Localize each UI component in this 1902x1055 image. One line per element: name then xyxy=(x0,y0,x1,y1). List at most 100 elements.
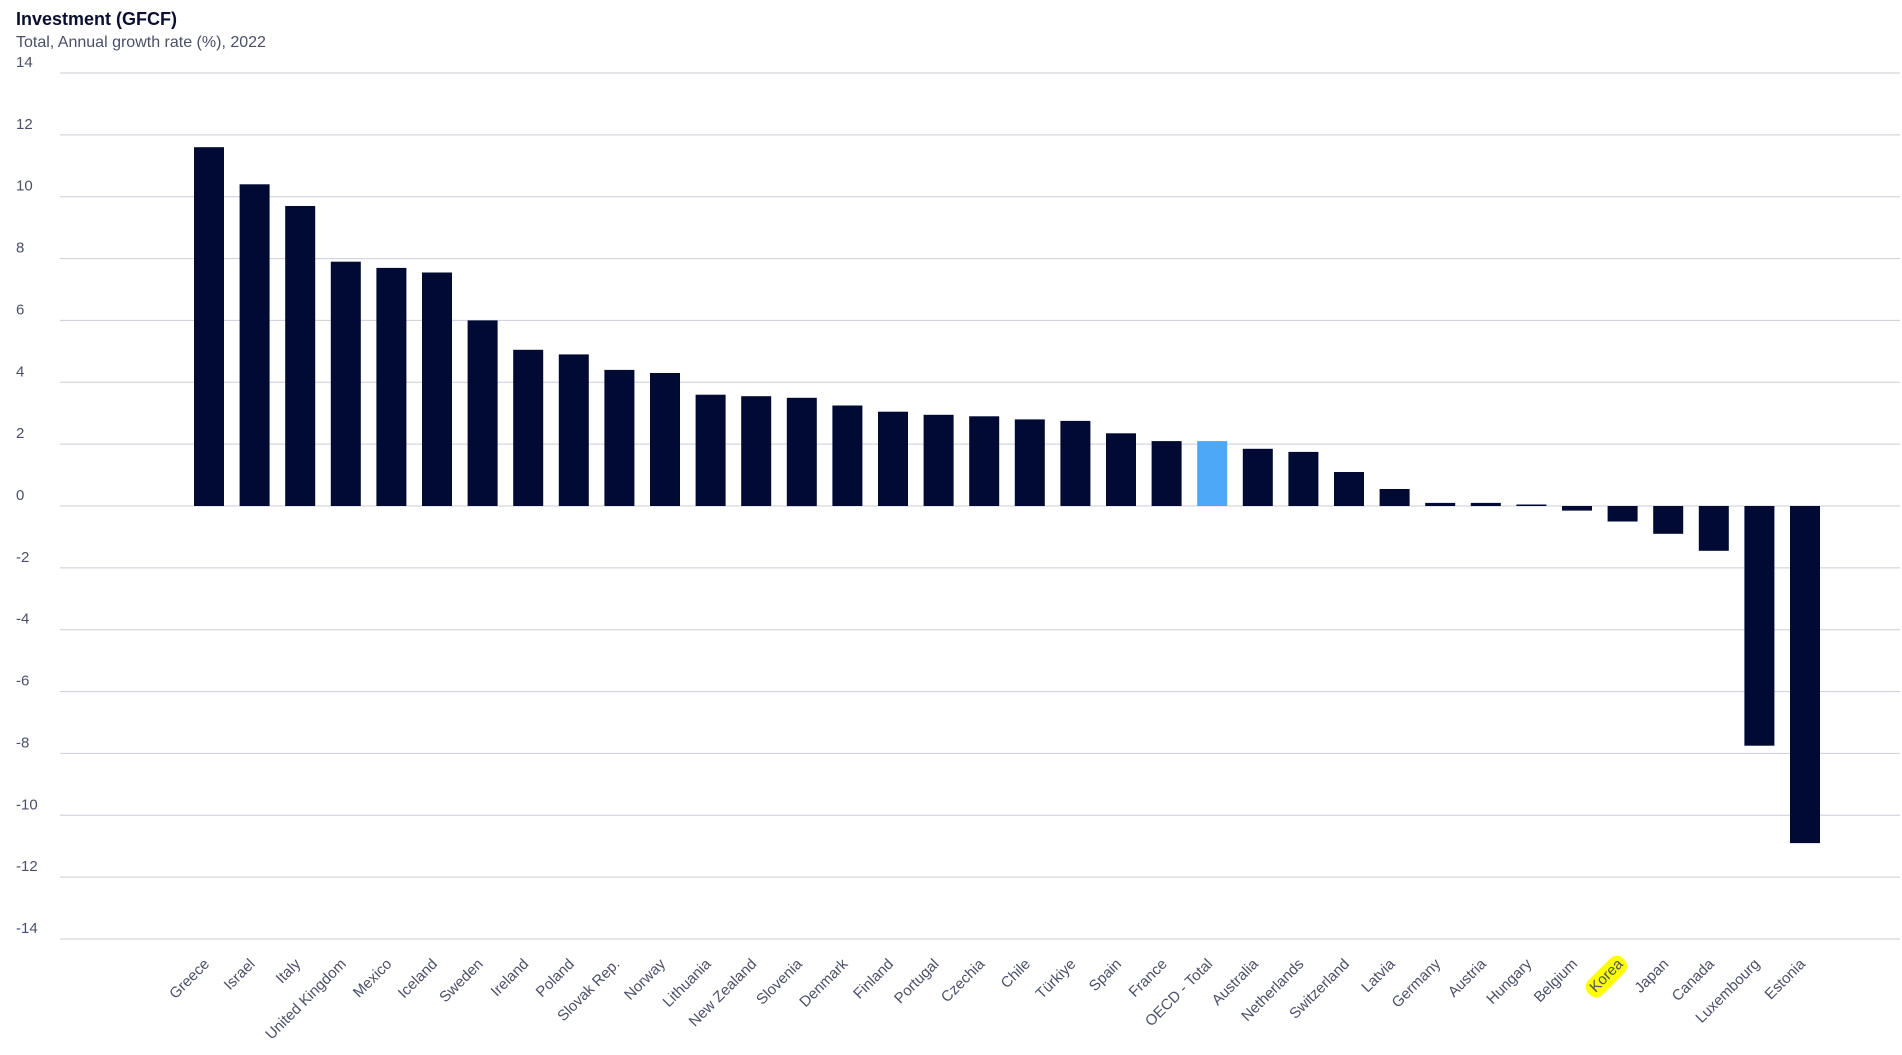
y-tick-label: 6 xyxy=(16,301,24,318)
bar-hungary[interactable] xyxy=(1516,504,1547,507)
x-tick-label: Iceland xyxy=(395,956,441,1002)
x-tick-label: Portugal xyxy=(891,956,943,1008)
bar-australia[interactable] xyxy=(1242,448,1273,506)
y-tick-label: -2 xyxy=(16,549,29,566)
x-tick-label: Germany xyxy=(1389,955,1445,1011)
bar-austria[interactable] xyxy=(1470,502,1501,506)
bar-italy[interactable] xyxy=(285,206,316,506)
x-tick-label: Czechia xyxy=(938,955,989,1006)
bar-slovak-rep-[interactable] xyxy=(604,369,635,506)
bar-switzerland[interactable] xyxy=(1334,472,1364,506)
x-tick-label: Chile xyxy=(998,956,1034,992)
x-label-japan: Japan xyxy=(1631,956,1672,997)
x-label-czechia: Czechia xyxy=(938,955,989,1006)
bar-lithuania[interactable] xyxy=(695,394,726,506)
x-label-united-kingdom: United Kingdom xyxy=(262,956,349,1043)
x-label-iceland: Iceland xyxy=(395,956,441,1002)
x-label-france: France xyxy=(1126,956,1171,1001)
bar-korea[interactable] xyxy=(1607,506,1638,522)
y-tick-label: -8 xyxy=(16,734,29,751)
x-tick-label: Ireland xyxy=(488,956,532,1000)
bar-greece[interactable] xyxy=(194,147,224,506)
chart-header: Investment (GFCF) Total, Annual growth r… xyxy=(16,8,266,54)
bar-mexico[interactable] xyxy=(376,267,407,506)
x-label-hungary: Hungary xyxy=(1483,955,1535,1007)
bar-france[interactable] xyxy=(1151,441,1182,506)
y-tick-label: 10 xyxy=(16,178,33,195)
x-label-italy: Italy xyxy=(273,955,305,987)
x-tick-label: Estonia xyxy=(1762,955,1810,1003)
x-tick-label: Italy xyxy=(273,955,305,987)
x-label-spain: Spain xyxy=(1086,956,1125,995)
x-tick-label: Spain xyxy=(1086,956,1125,995)
bar-portugal[interactable] xyxy=(923,414,954,506)
grid-lines xyxy=(60,72,1900,940)
x-label-israel: Israel xyxy=(221,956,259,994)
x-label-korea: Korea xyxy=(1585,955,1628,998)
x-label-portugal: Portugal xyxy=(891,956,943,1008)
bar-new-zealand[interactable] xyxy=(741,396,772,506)
y-tick-label: -6 xyxy=(16,673,29,690)
x-label-chile: Chile xyxy=(998,956,1034,992)
x-tick-label: Greece xyxy=(166,956,213,1003)
x-label-germany: Germany xyxy=(1389,955,1445,1011)
y-tick-label: 14 xyxy=(16,54,33,71)
x-tick-label: Belgium xyxy=(1531,956,1581,1006)
bars xyxy=(194,147,1820,844)
bar-netherlands[interactable] xyxy=(1288,451,1319,506)
x-tick-label: Israel xyxy=(221,956,259,994)
bar-denmark[interactable] xyxy=(832,405,863,507)
bar-estonia[interactable] xyxy=(1790,506,1820,844)
y-tick-label: 8 xyxy=(16,240,24,257)
bar-spain[interactable] xyxy=(1106,433,1136,506)
bar-belgium[interactable] xyxy=(1562,506,1592,511)
bar-latvia[interactable] xyxy=(1379,489,1410,506)
bar-israel[interactable] xyxy=(239,184,270,507)
bar-iceland[interactable] xyxy=(422,272,452,507)
bar-chile[interactable] xyxy=(1014,419,1045,506)
bar-canada[interactable] xyxy=(1698,506,1729,551)
x-tick-label: Sweden xyxy=(436,956,486,1006)
x-label-greece: Greece xyxy=(166,956,213,1003)
x-tick-label: Poland xyxy=(533,956,578,1001)
x-tick-label: United Kingdom xyxy=(262,956,349,1043)
x-label-mexico: Mexico xyxy=(350,956,396,1002)
bar-norway[interactable] xyxy=(650,373,680,506)
chart-subtitle: Total, Annual growth rate (%), 2022 xyxy=(16,34,266,51)
x-tick-label: Hungary xyxy=(1483,955,1535,1007)
y-tick-label: 12 xyxy=(16,116,33,133)
label-highlight-marker xyxy=(1585,955,1628,998)
y-tick-label: -14 xyxy=(16,920,38,937)
x-label-austria: Austria xyxy=(1445,955,1490,1000)
bar-sweden[interactable] xyxy=(467,320,498,506)
x-tick-label: Japan xyxy=(1631,956,1672,997)
x-label-t-rkiye: Türkiye xyxy=(1033,956,1080,1003)
bar-ireland[interactable] xyxy=(513,349,544,506)
y-tick-label: 0 xyxy=(16,487,24,504)
y-tick-label: -4 xyxy=(16,611,29,628)
bar-luxembourg[interactable] xyxy=(1744,506,1775,746)
bar-slovenia[interactable] xyxy=(786,397,817,507)
x-tick-label: Latvia xyxy=(1358,955,1399,996)
x-label-latvia: Latvia xyxy=(1358,955,1399,996)
x-tick-label: France xyxy=(1126,956,1171,1001)
bar-poland[interactable] xyxy=(558,354,589,506)
bar-t-rkiye[interactable] xyxy=(1060,420,1091,506)
bar-united-kingdom[interactable] xyxy=(330,261,361,506)
x-tick-label: Türkiye xyxy=(1033,956,1080,1003)
x-label-sweden: Sweden xyxy=(436,956,486,1006)
x-label-denmark: Denmark xyxy=(796,955,851,1010)
x-tick-label: Austria xyxy=(1445,955,1490,1000)
bar-finland[interactable] xyxy=(878,411,908,506)
x-label-estonia: Estonia xyxy=(1762,955,1810,1003)
x-label-poland: Poland xyxy=(533,956,578,1001)
x-tick-label: Mexico xyxy=(350,956,396,1002)
bar-germany[interactable] xyxy=(1425,502,1456,506)
bar-oecd-total[interactable] xyxy=(1197,441,1228,506)
bar-japan[interactable] xyxy=(1653,506,1684,534)
x-label-belgium: Belgium xyxy=(1531,956,1581,1006)
bar-czechia[interactable] xyxy=(969,416,1000,506)
y-tick-label: -12 xyxy=(16,858,38,875)
